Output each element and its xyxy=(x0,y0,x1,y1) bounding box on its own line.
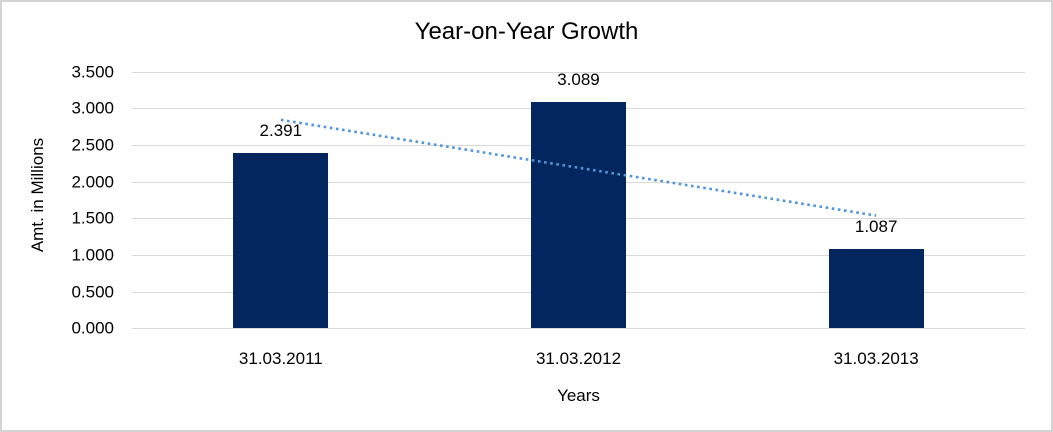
x-tick-label: 31.03.2011 xyxy=(238,349,323,368)
y-tick-label: 3.500 xyxy=(71,62,114,81)
y-tick-label: 3.000 xyxy=(71,98,114,118)
x-tick-label: 31.03.2013 xyxy=(833,349,919,368)
y-tick-label: 1.000 xyxy=(71,245,114,265)
gridline xyxy=(132,71,1025,73)
x-tick-label: 31.03.2012 xyxy=(535,349,622,368)
y-tick-label: 1.500 xyxy=(71,208,114,228)
x-axis-title: Years xyxy=(557,386,600,405)
y-tick-label: 2.000 xyxy=(71,172,114,192)
bar-value-label: 1.087 xyxy=(854,216,898,236)
y-tick-label: 2.500 xyxy=(71,135,114,155)
y-tick-label: 0.500 xyxy=(71,282,114,302)
y-tick-label: 0.000 xyxy=(71,318,114,338)
bar-31.03.2013 xyxy=(828,248,924,329)
bar-value-label: 3.089 xyxy=(557,69,600,89)
bar-31.03.2012 xyxy=(531,101,626,329)
bar-value-label: 2.391 xyxy=(259,120,303,140)
bar-31.03.2011 xyxy=(233,152,329,329)
chart-title: Year-on-Year Growth xyxy=(414,18,639,45)
y-axis-title: Amt. in Millions xyxy=(28,137,47,253)
gridline xyxy=(132,328,1025,330)
